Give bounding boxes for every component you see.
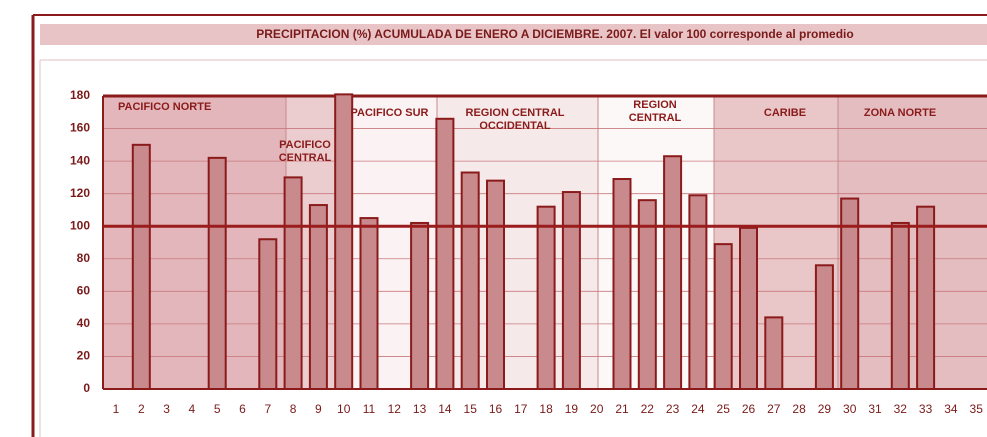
bar	[713, 243, 733, 390]
y-tick-label: 180	[70, 88, 90, 102]
x-tick-label: 20	[590, 402, 604, 416]
x-tick-label: 3	[163, 402, 170, 416]
x-tick-label: 33	[919, 402, 933, 416]
bar	[561, 191, 581, 390]
region-band	[838, 96, 987, 389]
x-tick-label: 21	[615, 402, 629, 416]
x-tick-label: 8	[290, 402, 297, 416]
y-tick-label: 100	[70, 218, 90, 232]
y-tick-label: 160	[70, 121, 90, 135]
x-tick-label: 34	[944, 402, 958, 416]
region-label: PACIFICO SUR	[350, 107, 429, 119]
region-label: PACIFICO NORTE	[118, 101, 212, 113]
bar	[814, 264, 834, 390]
bar	[739, 226, 758, 390]
x-tick-label: 7	[264, 402, 271, 416]
bar	[207, 156, 227, 390]
title-bar	[40, 24, 987, 45]
bar	[916, 205, 936, 390]
y-tick-label: 40	[77, 316, 91, 330]
x-tick-label: 17	[514, 402, 528, 416]
bar	[359, 217, 379, 390]
y-tick-label: 60	[77, 284, 91, 298]
region-label: PACIFICO CENTRAL	[278, 139, 332, 164]
x-tick-label: 24	[691, 402, 705, 416]
bar	[688, 194, 708, 390]
bar	[410, 221, 430, 390]
x-tick-label: 22	[641, 402, 655, 416]
x-tick-label: 32	[894, 402, 908, 416]
x-tick-label: 18	[539, 402, 553, 416]
chart-title: PRECIPITACION (%) ACUMULADA DE ENERO A D…	[256, 27, 853, 41]
bar	[308, 204, 328, 390]
y-tick-label: 0	[83, 381, 90, 395]
region-label: CARIBE	[763, 107, 807, 119]
x-tick-label: 13	[413, 402, 427, 416]
x-tick-label: 14	[438, 402, 452, 416]
x-tick-label: 9	[315, 402, 322, 416]
bar	[460, 171, 480, 390]
region-label: ZONA NORTE	[863, 107, 937, 119]
x-tick-label: 30	[843, 402, 857, 416]
bar	[258, 238, 278, 390]
x-tick-label: 12	[388, 402, 402, 416]
x-tick-label: 27	[767, 402, 781, 416]
x-tick-label: 2	[138, 402, 145, 416]
bar	[637, 199, 657, 390]
x-tick-label: 29	[818, 402, 832, 416]
y-tick-label: 140	[70, 153, 90, 167]
x-tick-label: 25	[717, 402, 731, 416]
x-tick-label: 19	[565, 402, 579, 416]
x-tick-label: 16	[489, 402, 503, 416]
x-tick-label: 11	[363, 402, 376, 416]
bar	[890, 221, 910, 390]
bar	[536, 205, 556, 390]
x-tick-label: 26	[742, 402, 756, 416]
x-tick-label: 5	[214, 402, 221, 416]
x-tick-label: 35	[970, 402, 984, 416]
x-tick-label: 10	[337, 402, 351, 416]
x-tick-label: 4	[189, 402, 196, 416]
region-label: REGION CENTRAL	[628, 99, 682, 124]
bar	[612, 178, 632, 390]
x-tick-label: 31	[868, 402, 882, 416]
x-tick-label: 23	[666, 402, 680, 416]
x-tick-label: 1	[113, 402, 120, 416]
y-tick-label: 80	[77, 251, 91, 265]
bar	[764, 316, 784, 390]
x-tick-label: 28	[792, 402, 806, 416]
bar	[283, 176, 303, 390]
x-tick-label: 6	[239, 402, 246, 416]
bar	[486, 179, 505, 390]
region-label: REGION CENTRAL OCCIDENTAL	[465, 107, 565, 132]
bar	[663, 155, 683, 390]
bar	[131, 143, 151, 390]
x-tick-label: 15	[464, 402, 478, 416]
y-tick-label: 120	[70, 186, 90, 200]
y-tick-label: 20	[77, 349, 91, 363]
bar	[435, 117, 455, 391]
